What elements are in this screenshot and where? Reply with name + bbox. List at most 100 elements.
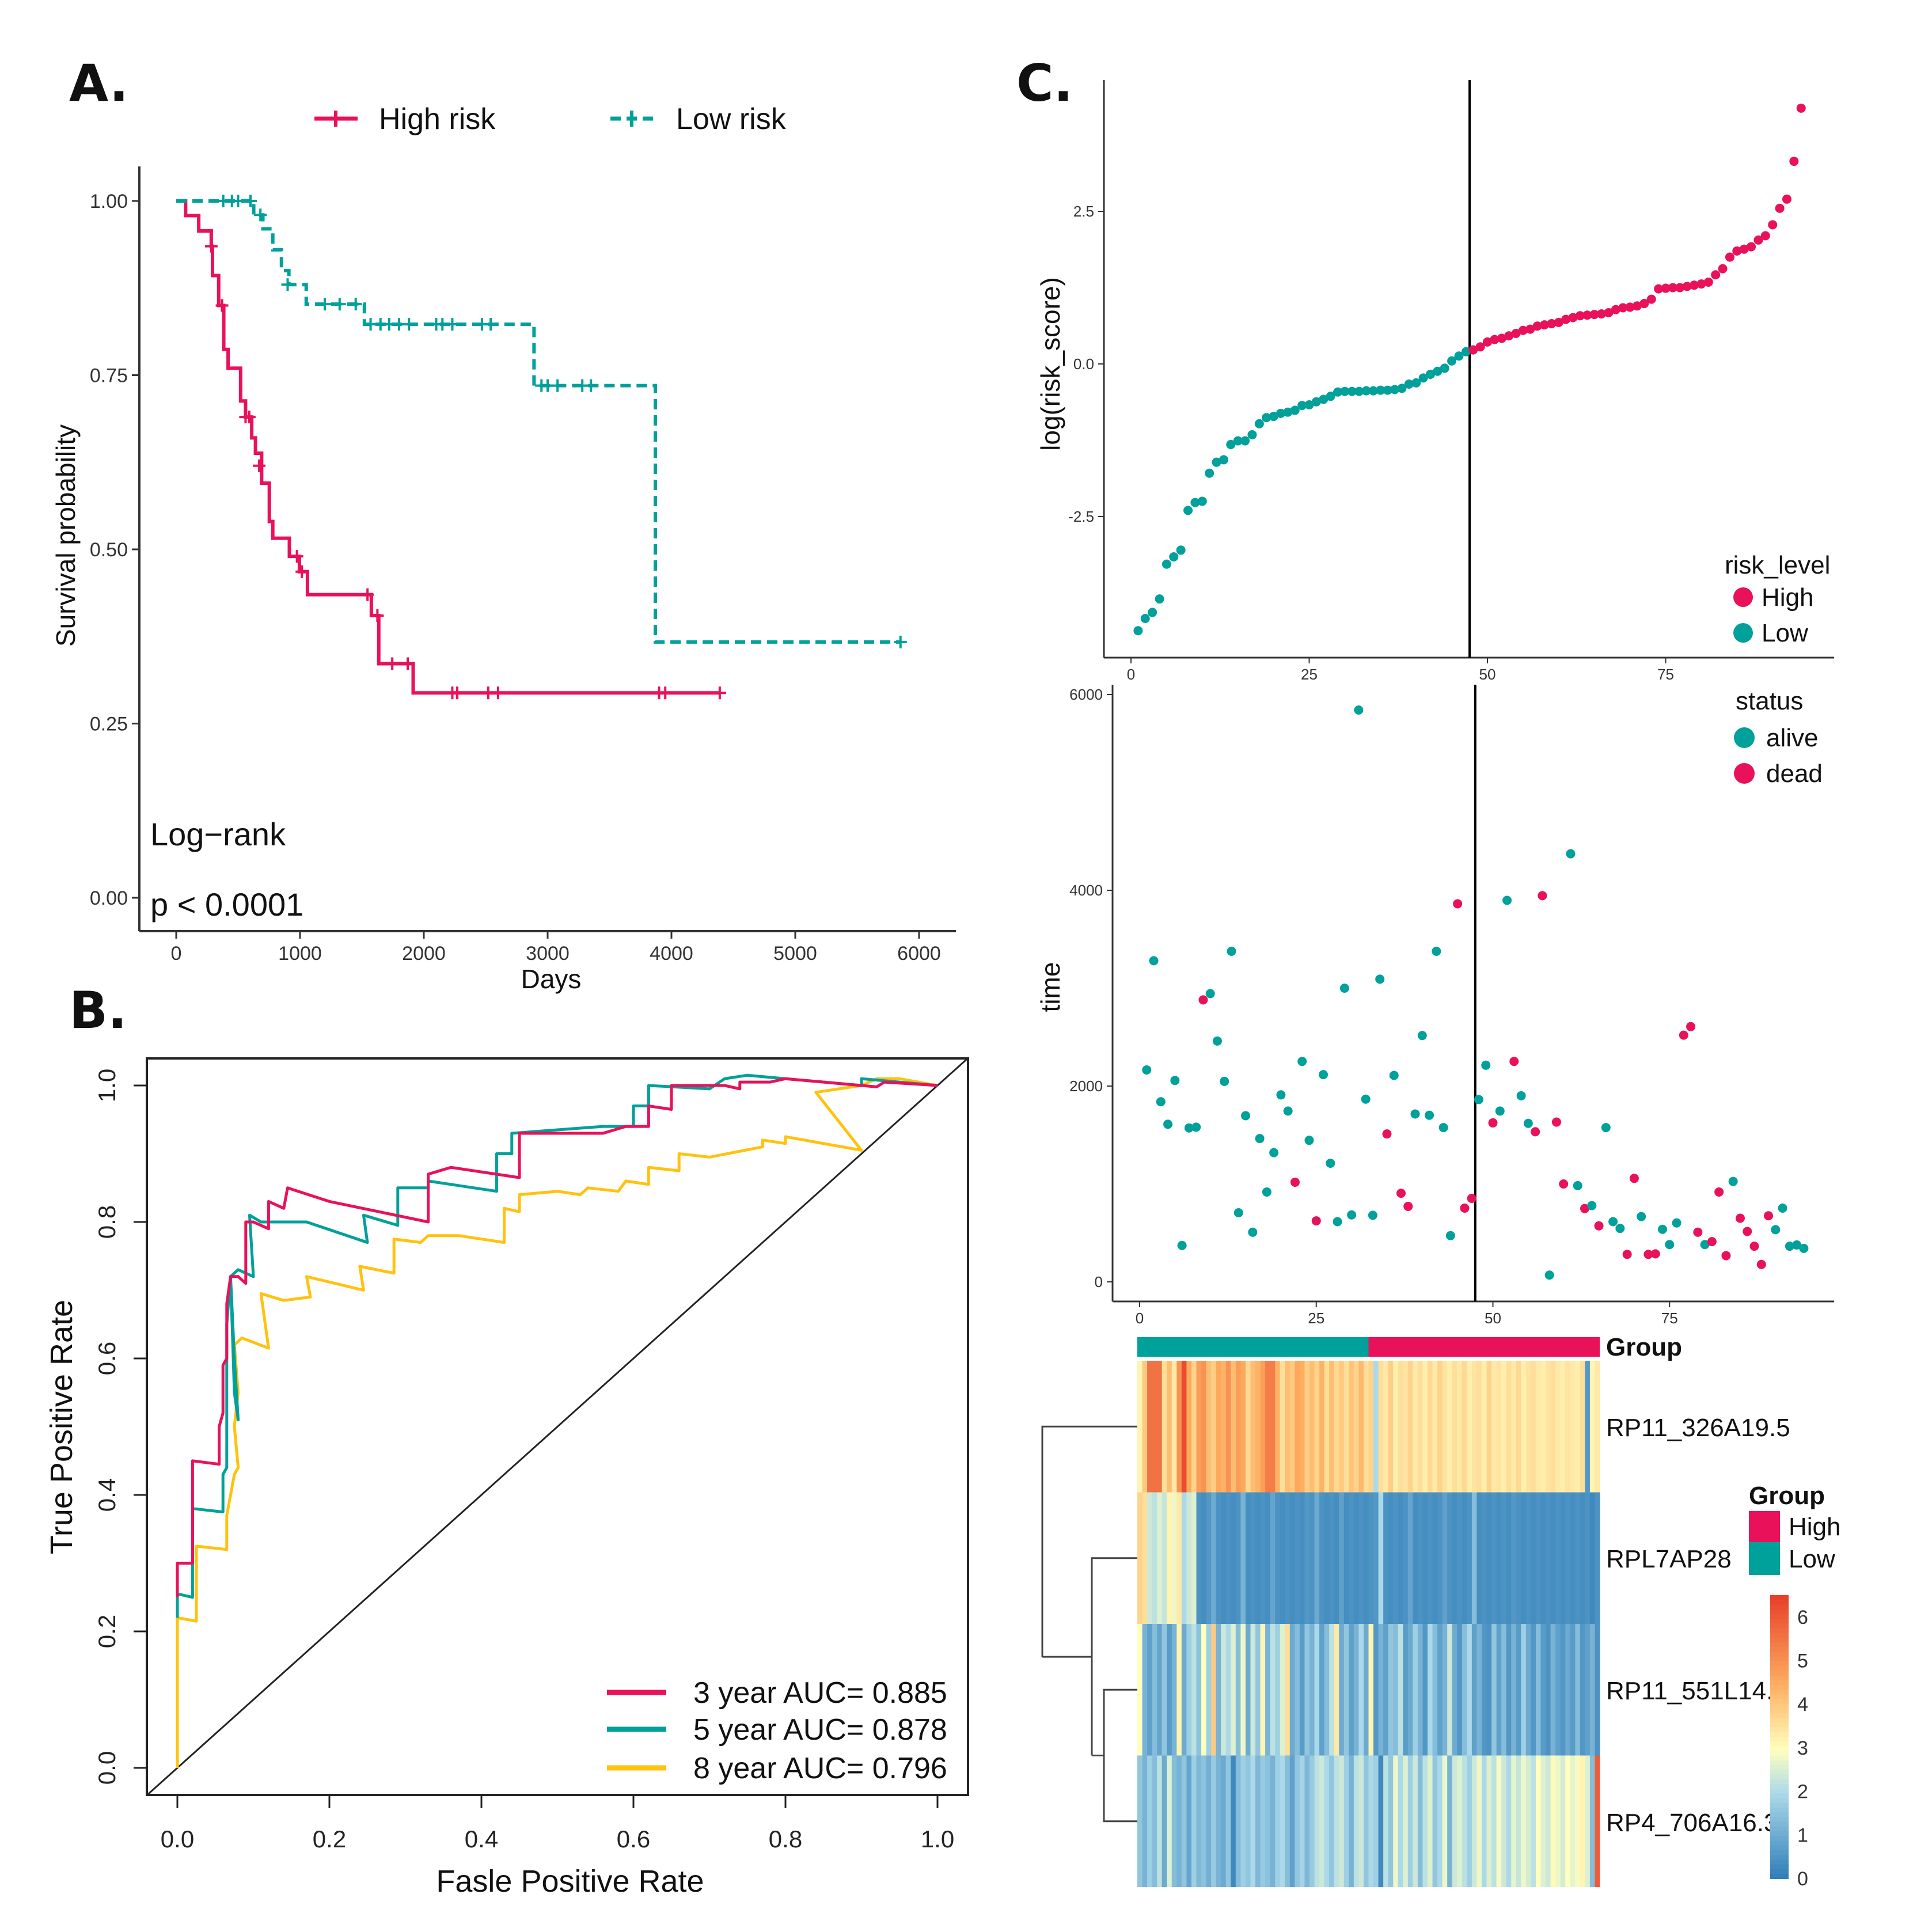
heatmap-cell: [1280, 1624, 1285, 1756]
time-point: [1799, 1243, 1809, 1253]
censor-mark: [584, 379, 598, 392]
time-point: [1453, 899, 1463, 909]
heatmap-cell: [1428, 1361, 1433, 1493]
colorbar-segment: [1770, 1637, 1789, 1643]
heatmap-cell: [1167, 1492, 1172, 1624]
heatmap-cell: [1447, 1492, 1453, 1624]
risk-point: [1589, 310, 1599, 320]
heatmap-cell: [1540, 1755, 1546, 1887]
heatmap-cell: [1329, 1755, 1335, 1887]
heatmap-cell: [1191, 1492, 1197, 1624]
heatmap-cell: [1221, 1624, 1227, 1756]
heatmap-cell: [1398, 1624, 1403, 1756]
y-tick-label: 0.4: [93, 1478, 120, 1512]
heatmap-cell: [1206, 1492, 1212, 1624]
colorbar-segment: [1770, 1652, 1789, 1657]
p-value-label: p < 0.0001: [150, 886, 303, 923]
heatmap-cell: [1457, 1492, 1463, 1624]
heatmap-cell: [1240, 1624, 1246, 1756]
colorbar-segment: [1770, 1864, 1789, 1870]
heatmap-cell: [1560, 1755, 1566, 1887]
heatmap-cell: [1349, 1755, 1354, 1887]
heatmap-cell: [1289, 1492, 1295, 1624]
heatmap-cell: [1422, 1492, 1428, 1624]
y-tick-label: -2.5: [1068, 508, 1094, 525]
heatmap-cell: [1407, 1624, 1413, 1756]
heatmap-cell: [1506, 1755, 1512, 1887]
time-point: [1184, 1123, 1194, 1133]
colorbar-segment: [1770, 1609, 1789, 1615]
heatmap-cell: [1250, 1755, 1256, 1887]
heatmap-cell: [1368, 1492, 1374, 1624]
risk-point: [1440, 363, 1449, 373]
heatmap-cell: [1452, 1492, 1457, 1624]
heatmap-cell: [1383, 1624, 1389, 1756]
risk-point: [1675, 283, 1685, 293]
risk-point: [1575, 311, 1585, 321]
risk-point: [1796, 103, 1806, 113]
heatmap-cell: [1393, 1755, 1399, 1887]
x-tick-label: 0.6: [617, 1825, 650, 1853]
colorbar-segment: [1770, 1628, 1789, 1634]
risk-point: [1290, 405, 1300, 415]
heatmap-cell: [1255, 1492, 1261, 1624]
heatmap-cell: [1152, 1361, 1157, 1493]
heatmap-cell: [1235, 1624, 1241, 1756]
heatmap-cell: [1343, 1361, 1349, 1493]
risk-point: [1411, 378, 1421, 388]
risk-point: [1148, 608, 1157, 617]
risk-point: [1760, 231, 1770, 241]
heatmap-cell: [1521, 1361, 1527, 1493]
y-tick-label: 0: [1095, 1273, 1103, 1290]
heatmap-cell: [1501, 1361, 1507, 1493]
heatmap-cell: [1280, 1492, 1285, 1624]
legend-high-risk: High risk: [379, 103, 496, 136]
time-point: [1389, 1071, 1399, 1080]
time-point: [1474, 1095, 1483, 1104]
heatmap-cell: [1428, 1755, 1433, 1887]
heatmap-cell: [1358, 1492, 1364, 1624]
heatmap-cell: [1334, 1624, 1339, 1756]
x-tick-label: 75: [1661, 1309, 1678, 1327]
heatmap-cell: [1535, 1492, 1542, 1624]
heatmap-cell: [1383, 1492, 1389, 1624]
heatmap-cell: [1471, 1361, 1478, 1493]
y-tick-label: 1.00: [90, 191, 128, 212]
risk-point: [1347, 386, 1357, 396]
heatmap-cell: [1511, 1361, 1517, 1493]
risk-point: [1561, 314, 1571, 324]
heatmap-cell: [1491, 1492, 1497, 1624]
colorbar-tick-label: 6: [1797, 1607, 1808, 1629]
heatmap-cell: [1196, 1361, 1202, 1493]
heatmap-cell: [1171, 1755, 1177, 1887]
legend-label: 8 year AUC= 0.796: [693, 1752, 947, 1785]
heatmap-cell: [1432, 1492, 1438, 1624]
heatmap-cell: [1358, 1361, 1364, 1493]
risk-point: [1155, 594, 1164, 604]
colorbar-segment: [1770, 1869, 1789, 1874]
heatmap-cell: [1231, 1492, 1236, 1624]
risk-point: [1775, 203, 1785, 213]
heatmap-cell: [1481, 1361, 1487, 1493]
time-point: [1650, 1249, 1660, 1259]
heatmap-cell: [1589, 1492, 1596, 1624]
x-tick-label: 0.0: [161, 1825, 194, 1853]
heatmap-cell: [1285, 1361, 1290, 1493]
x-tick-label: 1000: [278, 943, 322, 965]
row-label: RP11_326A19.5: [1606, 1414, 1790, 1442]
risk-point: [1690, 280, 1699, 290]
heatmap-cell: [1358, 1755, 1364, 1887]
heatmap-cell: [1353, 1492, 1360, 1624]
heatmap-cell: [1570, 1624, 1576, 1756]
colorbar-segment: [1770, 1633, 1789, 1638]
heatmap-cell: [1137, 1755, 1143, 1887]
heatmap-cell: [1476, 1755, 1482, 1887]
heatmap-cell: [1314, 1755, 1320, 1887]
heatmap-cell: [1555, 1624, 1561, 1756]
time-point: [1255, 1134, 1265, 1144]
risk-point: [1483, 337, 1492, 347]
heatmap-cell: [1535, 1755, 1542, 1887]
censor-mark: [551, 379, 564, 392]
risk-point: [1703, 277, 1713, 287]
colorbar-segment: [1770, 1680, 1789, 1686]
